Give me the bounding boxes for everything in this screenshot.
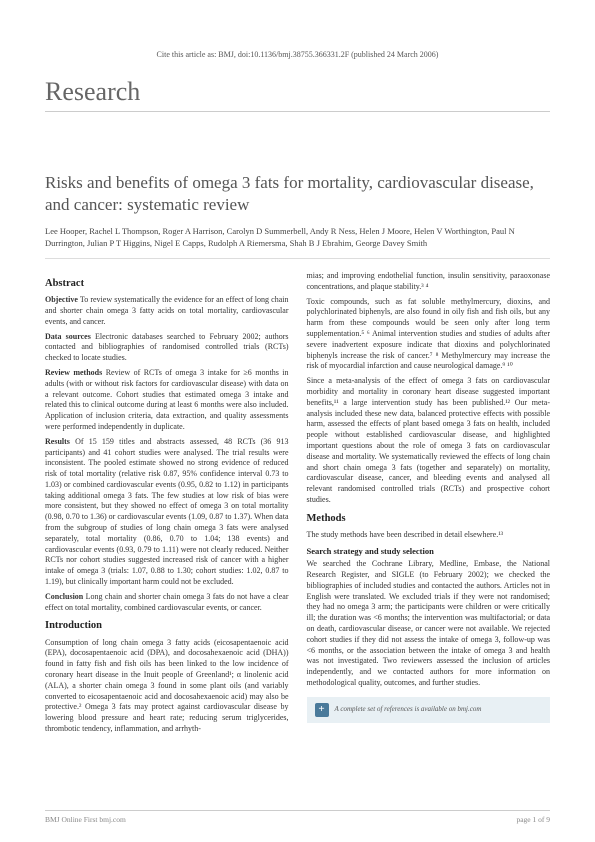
references-note-text: A complete set of references is availabl… (335, 705, 482, 714)
abstract-results: Results Of 15 159 titles and abstracts a… (45, 437, 289, 588)
abstract-datasources: Data sources Electronic databases search… (45, 332, 289, 364)
results-text: Of 15 159 titles and abstracts assessed,… (45, 437, 289, 586)
citation-header: Cite this article as: BMJ, doi:10.1136/b… (45, 50, 550, 59)
introduction-heading: Introduction (45, 619, 289, 633)
methods-heading: Methods (307, 512, 551, 526)
reviewmethods-label: Review methods (45, 368, 102, 377)
search-strategy-heading: Search strategy and study selection (307, 546, 551, 557)
search-para-1: We searched the Cochrane Library, Medlin… (307, 559, 551, 689)
results-label: Results (45, 437, 70, 446)
intro-para-3: Toxic compounds, such as fat soluble met… (307, 297, 551, 373)
footer-left: BMJ Online First bmj.com (45, 815, 126, 824)
article-title: Risks and benefits of omega 3 fats for m… (45, 172, 550, 216)
footer-right: page 1 of 9 (516, 815, 550, 824)
abstract-heading: Abstract (45, 277, 289, 291)
section-research: Research (45, 77, 550, 112)
intro-para-2: mias; and improving endothelial function… (307, 271, 551, 293)
objective-text: To review systematically the evidence fo… (45, 295, 289, 326)
divider (45, 258, 550, 259)
author-list: Lee Hooper, Rachel L Thompson, Roger A H… (45, 226, 550, 250)
abstract-conclusion: Conclusion Long chain and shorter chain … (45, 592, 289, 614)
intro-para-4: Since a meta-analysis of the effect of o… (307, 376, 551, 506)
conclusion-label: Conclusion (45, 592, 83, 601)
body-columns: Abstract Objective To review systematica… (45, 271, 550, 735)
page-footer: BMJ Online First bmj.com page 1 of 9 (45, 810, 550, 824)
intro-para-1: Consumption of long chain omega 3 fatty … (45, 638, 289, 735)
methods-para-1: The study methods have been described in… (307, 530, 551, 541)
abstract-objective: Objective To review systematically the e… (45, 295, 289, 327)
reviewmethods-text: Review of RCTs of omega 3 intake for ≥6 … (45, 368, 289, 431)
plus-icon: + (315, 703, 329, 717)
abstract-reviewmethods: Review methods Review of RCTs of omega 3… (45, 368, 289, 433)
datasources-label: Data sources (45, 332, 91, 341)
references-note-box: + A complete set of references is availa… (307, 697, 551, 723)
objective-label: Objective (45, 295, 78, 304)
